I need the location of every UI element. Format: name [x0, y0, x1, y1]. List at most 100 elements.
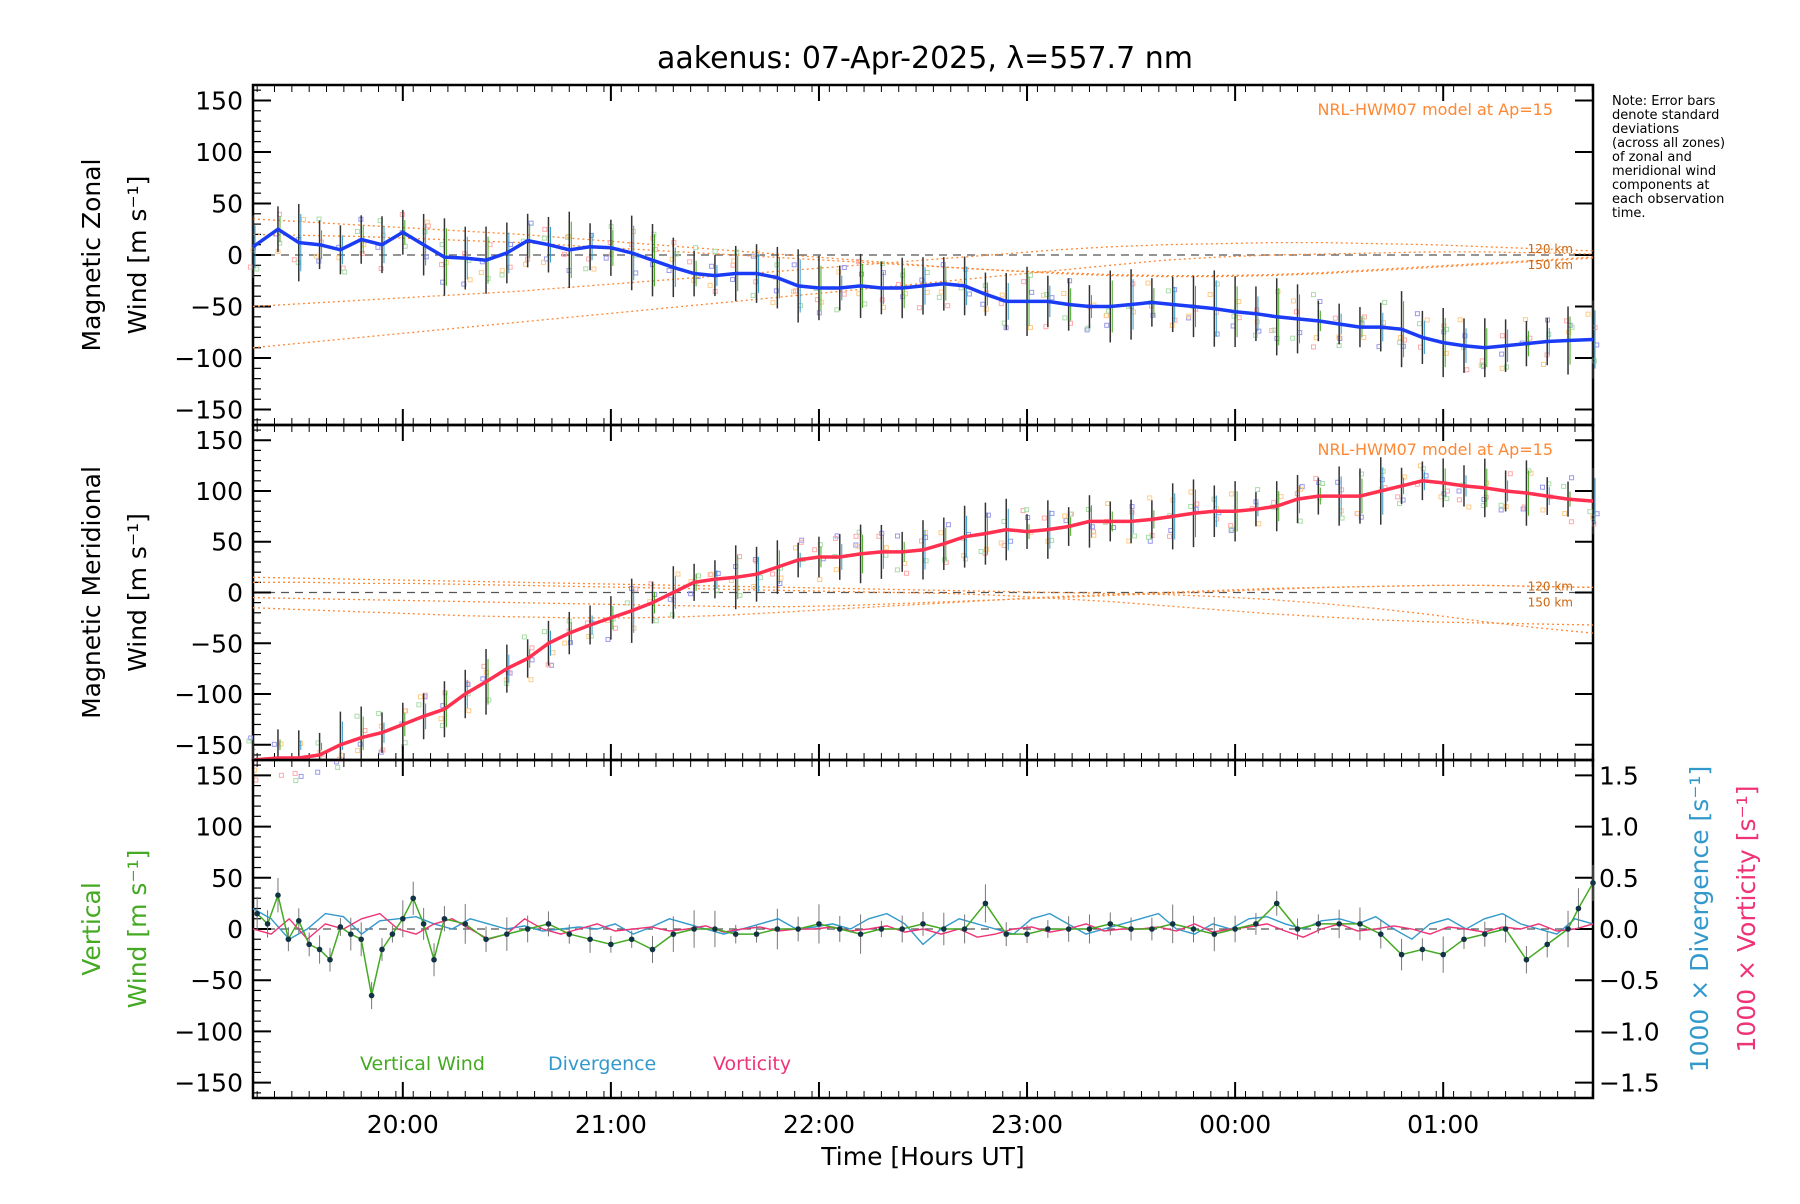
vertical-wind-point — [545, 921, 552, 927]
zone-point — [1275, 289, 1281, 295]
vertical-wind-point — [358, 936, 364, 943]
zone-point — [693, 245, 699, 251]
zone-point — [1165, 288, 1171, 294]
zone-point — [355, 748, 361, 754]
zone-point — [1188, 489, 1194, 495]
note-line: components at — [1612, 178, 1710, 193]
zone-point — [1498, 502, 1504, 508]
zone-point — [499, 272, 505, 278]
vertical-wind-point — [1273, 900, 1280, 907]
zone-point — [1561, 483, 1567, 489]
zone-point — [354, 713, 360, 719]
zone-point — [1290, 335, 1296, 341]
zone-point — [696, 573, 702, 579]
zone-point — [439, 262, 445, 268]
zone-point — [583, 266, 589, 272]
zone-point — [271, 741, 277, 747]
x-tick-label: 20:00 — [367, 1110, 439, 1139]
vertical-wind-point — [587, 936, 593, 943]
zone-point — [292, 770, 298, 776]
zone-point — [300, 216, 306, 222]
vertical-wind-point — [524, 926, 531, 932]
zone-point — [424, 219, 430, 225]
zone-point — [1188, 503, 1194, 509]
zone-point — [1527, 335, 1533, 341]
zone-point — [1104, 322, 1110, 328]
zone-point — [1105, 501, 1111, 507]
vertical-wind-point — [941, 926, 947, 932]
zone-point — [817, 576, 823, 582]
zone-point — [1067, 278, 1073, 284]
vertical-wind-point — [420, 921, 427, 927]
zone-point — [1539, 484, 1545, 490]
zone-point — [1466, 504, 1472, 510]
x-tick-label: 21:00 — [575, 1110, 647, 1139]
y-axis-label: Vertical — [77, 882, 106, 976]
zone-point — [1441, 491, 1447, 497]
zone-point — [1457, 317, 1463, 323]
zone-point — [1089, 524, 1095, 530]
zone-point — [1228, 491, 1234, 497]
zone-point — [938, 530, 944, 536]
zone-point — [1311, 344, 1317, 350]
zone-point — [853, 533, 859, 539]
zone-point — [338, 752, 344, 758]
y-tick-label: −50 — [190, 293, 243, 322]
zone-point — [522, 261, 528, 267]
zone-point — [770, 571, 776, 577]
panel-zonal: 150 100 50 0 −50 −100 −150 Magnetic Zonal Wind [… — [77, 83, 1600, 427]
vertical-wind-point — [1149, 926, 1155, 932]
zone-point — [1040, 292, 1046, 298]
zone-point — [1028, 272, 1034, 278]
y-axis-label: Wind [m s⁻¹] — [123, 850, 152, 1009]
zone-point — [291, 257, 297, 263]
zone-point — [712, 248, 718, 254]
vertical-wind-point — [961, 926, 968, 932]
zone-point — [978, 549, 984, 555]
zone-point — [1049, 510, 1055, 516]
note-line: Note: Error bars — [1612, 94, 1716, 109]
zone-point — [1313, 475, 1319, 481]
zone-point — [355, 228, 361, 234]
zone-point — [1594, 511, 1600, 517]
note-line: of zonal and — [1612, 150, 1692, 165]
vertical-wind-point — [1440, 951, 1446, 958]
vertical-wind-point — [1086, 926, 1093, 932]
zone-point — [1293, 309, 1299, 315]
zone-point — [416, 702, 422, 708]
y-tick-label: −150 — [174, 1069, 243, 1098]
zone-point — [1085, 506, 1091, 512]
vertical-wind-point — [275, 892, 281, 898]
zone-point — [836, 269, 842, 275]
y-tick-label: 100 — [195, 477, 243, 506]
zone-point — [666, 268, 672, 274]
zone-point — [737, 592, 743, 598]
zone-point — [253, 777, 259, 783]
zone-point — [1566, 329, 1572, 335]
model-line — [252, 584, 1594, 619]
vertical-wind-point — [1232, 926, 1238, 932]
zone-point — [1591, 521, 1597, 527]
zone-point — [1562, 511, 1568, 517]
vertical-wind-point — [431, 956, 437, 963]
zone-point — [561, 251, 567, 257]
zone-point — [466, 708, 472, 714]
zone-point — [1443, 350, 1449, 356]
zone-point — [1332, 315, 1338, 321]
vertical-wind-point — [982, 900, 989, 907]
zone-point — [342, 269, 348, 275]
vertical-wind-point — [1575, 905, 1582, 912]
vertical-wind-point — [347, 931, 354, 937]
zone-point — [1145, 280, 1151, 286]
vertical-wind-point — [1565, 926, 1571, 932]
y-tick-label: 150 — [195, 761, 243, 790]
right-tick-label: 1.5 — [1599, 761, 1639, 790]
zone-point — [541, 235, 547, 241]
zone-point — [542, 226, 548, 232]
zone-point — [1024, 507, 1030, 513]
vertical-wind-point — [753, 931, 760, 937]
zone-point — [1132, 533, 1138, 539]
zone-point — [1061, 291, 1067, 297]
zone-point — [1214, 331, 1220, 337]
zone-point — [792, 545, 798, 551]
